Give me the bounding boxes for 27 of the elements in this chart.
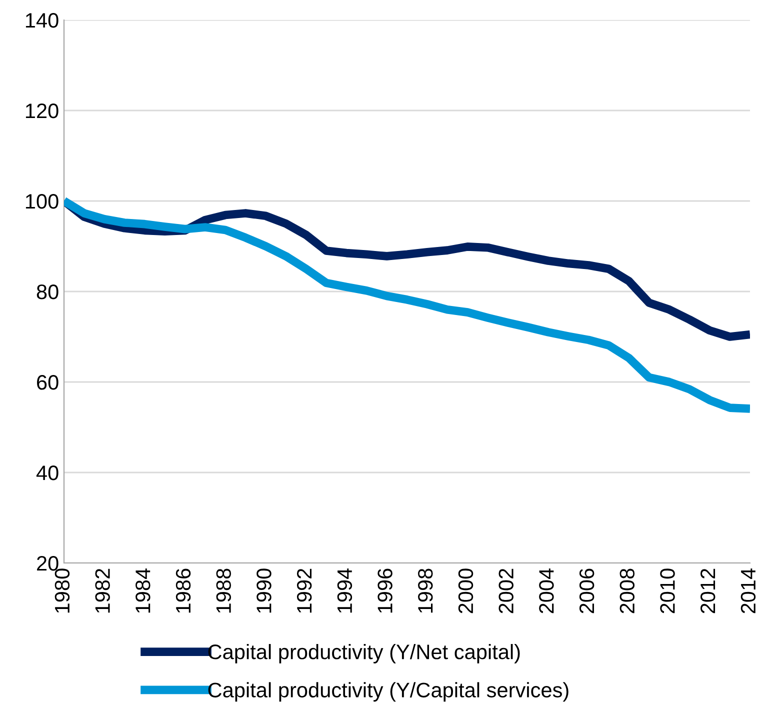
- y-tick-label: 40: [36, 466, 58, 480]
- legend-label: Capital productivity (Y/Net capital): [208, 644, 520, 664]
- x-tick-label: 2010: [660, 568, 675, 614]
- x-tick-label: 2014: [740, 568, 756, 614]
- y-tick-label: 60: [37, 375, 58, 390]
- x-tick-label: 1990: [256, 568, 272, 613]
- y-tick-label: 140: [26, 13, 58, 28]
- y-tick-label: 120: [26, 104, 58, 118]
- y-tick-label: 80: [36, 284, 58, 300]
- x-tick-label: 1980: [54, 568, 70, 613]
- x-tick-label: 1996: [378, 568, 392, 613]
- x-tick-label: 1984: [136, 568, 150, 613]
- x-tick-label: 2008: [620, 568, 635, 614]
- y-tick-label: 20: [37, 556, 58, 571]
- x-tick-label: 1994: [337, 568, 352, 613]
- x-tick-label: 2012: [700, 568, 716, 614]
- x-tick-label: 2006: [579, 568, 594, 614]
- x-tick-label: 1988: [216, 568, 232, 613]
- x-tick-label: 2000: [458, 568, 474, 614]
- y-tick-label: 100: [26, 194, 58, 209]
- x-tick-label: 2002: [498, 568, 514, 614]
- x-tick-label: 1982: [95, 568, 110, 613]
- legend-label: Capital productivity (Y/Capital services): [208, 682, 568, 702]
- x-tick-label: 1992: [296, 568, 312, 613]
- x-tick-label: 1998: [418, 568, 433, 613]
- x-tick-label: 2004: [539, 568, 554, 614]
- x-tick-label: 1986: [176, 568, 191, 613]
